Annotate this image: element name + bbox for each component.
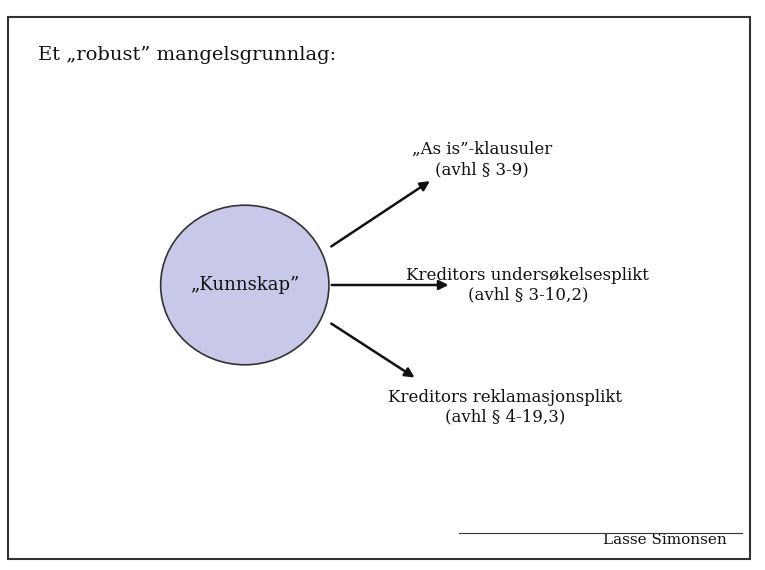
- Text: Kreditors undersøkelsesplikt
(avhl § 3-10,2): Kreditors undersøkelsesplikt (avhl § 3-1…: [406, 267, 649, 303]
- FancyBboxPatch shape: [8, 17, 750, 559]
- Text: Et „robust” mangelsgrunnlag:: Et „robust” mangelsgrunnlag:: [38, 46, 337, 64]
- Text: Kreditors reklamasjonsplikt
(avhl § 4-19,3): Kreditors reklamasjonsplikt (avhl § 4-19…: [388, 389, 622, 426]
- Text: „Kunnskap”: „Kunnskap”: [190, 276, 299, 294]
- Text: „As is”-klausuler
(avhl § 3-9): „As is”-klausuler (avhl § 3-9): [412, 141, 552, 178]
- Text: Lasse Simonsen: Lasse Simonsen: [603, 533, 727, 547]
- Ellipse shape: [161, 205, 329, 365]
